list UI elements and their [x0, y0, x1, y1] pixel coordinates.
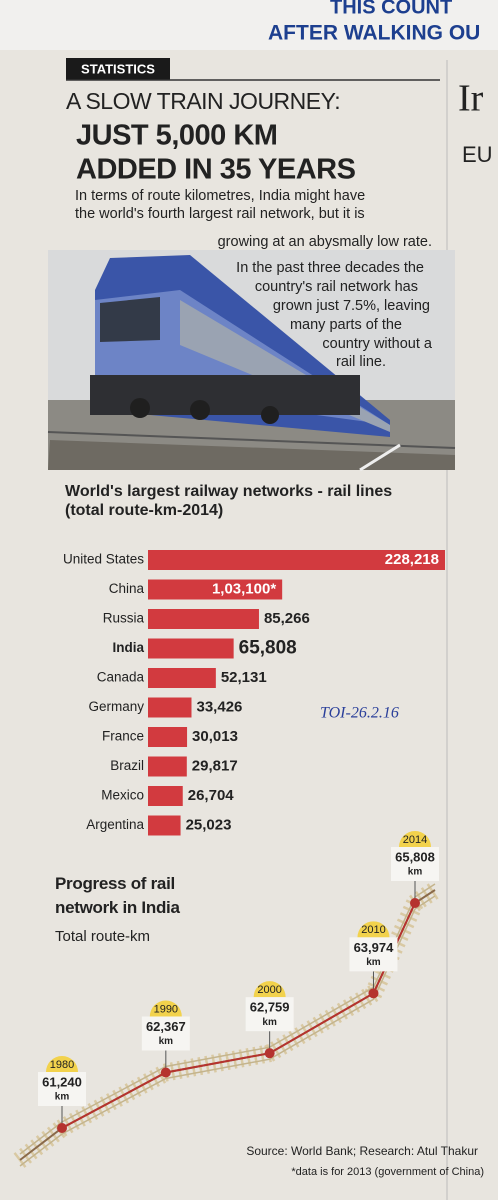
year-label: 1980 [50, 1059, 74, 1071]
masthead-line: THIS COUNT [330, 0, 452, 18]
point-value-label: 65,808 [395, 849, 435, 864]
bar [148, 550, 445, 570]
category-label: United States [63, 552, 144, 567]
value-box [38, 1072, 86, 1106]
category-label: Mexico [101, 788, 144, 803]
side-subhead: EU [462, 142, 493, 167]
value-label: 25,023 [186, 816, 232, 833]
category-label: Russia [103, 611, 145, 626]
point [57, 1123, 67, 1133]
value-box [245, 997, 294, 1032]
footnote: *data is for 2013 (government of China) [291, 1166, 484, 1178]
bar [148, 668, 216, 688]
bar [148, 609, 259, 629]
category-label: France [102, 729, 144, 744]
value-label: 228,218 [385, 551, 439, 568]
year-badge [149, 1000, 182, 1017]
category-label: India [112, 640, 144, 655]
bar-chart-subtitle: (total route-km-2014) [65, 502, 223, 519]
bar [148, 727, 188, 747]
line-chart-title: Progress of rail network in India [55, 874, 180, 917]
track-rail [19, 895, 436, 1167]
year-label: 2000 [257, 984, 281, 996]
year-label: 2010 [361, 924, 385, 936]
point-value-label: 63,974 [354, 940, 395, 955]
value-box [391, 847, 439, 881]
handwriting: TOI-26.2.16 [320, 705, 399, 722]
source: Source: World Bank; Research: Atul Thaku… [246, 1144, 478, 1158]
year-label: 2014 [403, 834, 427, 846]
value-label: 85,266 [264, 610, 310, 627]
value-label: 30,013 [192, 728, 238, 745]
line-chart-subtitle: Total route-km [55, 928, 151, 945]
year-badge [357, 921, 390, 938]
point-value-label: 61,240 [42, 1074, 82, 1089]
section-box [66, 58, 170, 80]
body-line: country without a [322, 336, 433, 352]
bar [148, 579, 283, 600]
section-label: STATISTICS [81, 61, 155, 76]
headline-line: A SLOW TRAIN JOURNEY: [66, 88, 340, 114]
masthead-strip [0, 0, 498, 50]
year-badge [399, 831, 431, 847]
point [160, 1067, 171, 1078]
category-label: Germany [88, 699, 144, 714]
body-line: In terms of route kilometres, India migh… [75, 188, 365, 204]
body-line: many parts of the [290, 317, 402, 333]
point-value-label: 62,759 [250, 1000, 290, 1015]
masthead-line: AFTER WALKING OU [268, 22, 480, 45]
value-label: 29,817 [192, 757, 238, 774]
side-headline: Ir [458, 78, 484, 120]
value-label: 65,808 [239, 638, 297, 659]
value-label: 52,131 [221, 669, 267, 686]
train-photo [47, 250, 456, 472]
year-badge [46, 1056, 78, 1072]
year-label: 1990 [154, 1003, 178, 1015]
value-label: 1,03,100* [212, 580, 276, 597]
body-line: grown just 7.5%, leaving [273, 298, 430, 314]
unit-label: km [55, 1092, 70, 1103]
point [264, 1048, 275, 1059]
unit-label: km [366, 957, 381, 968]
body-line: In the past three decades the [236, 260, 424, 276]
category-label: China [109, 581, 145, 596]
category-label: Brazil [110, 758, 144, 773]
bar [148, 756, 187, 777]
bar-chart-title: World's largest railway networks - rail … [65, 483, 392, 500]
value-box [349, 937, 398, 972]
value-box [141, 1016, 190, 1051]
bar [148, 815, 181, 836]
unit-label: km [408, 867, 423, 878]
bar [148, 786, 183, 806]
body-line: rail line. [336, 354, 386, 370]
point [368, 988, 379, 999]
unit-label: km [159, 1036, 174, 1047]
body-line: country's rail network has [255, 279, 418, 295]
value-label: 26,704 [188, 787, 235, 804]
headline-line: JUST 5,000 KM [76, 120, 277, 152]
year-badge [253, 981, 286, 998]
body-line: the world's fourth largest rail network,… [75, 206, 365, 222]
point-value-label: 62,367 [146, 1019, 186, 1034]
category-label: Argentina [86, 817, 144, 832]
unit-label: km [262, 1017, 277, 1028]
bar [148, 638, 234, 659]
value-label: 33,426 [197, 698, 243, 715]
bar [148, 697, 192, 718]
body-line: growing at an abysmally low rate. [218, 234, 432, 250]
category-label: Canada [97, 670, 145, 685]
point [410, 898, 420, 908]
headline-line: ADDED IN 35 YEARS [76, 154, 356, 186]
